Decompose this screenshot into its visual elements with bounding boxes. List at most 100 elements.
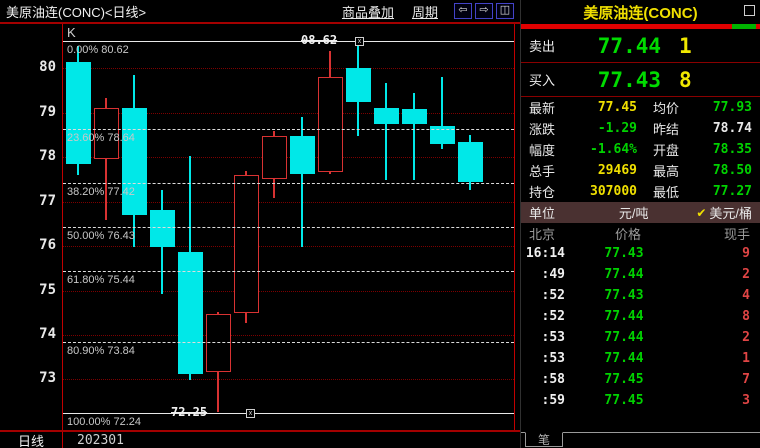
stat-label: 最高 [653,164,680,179]
candle-wick [413,92,415,180]
tick-row: :59 77.45 3 [521,390,760,411]
candle-body [290,135,315,174]
fib-level-label: 38.20% 77.42 [67,186,135,198]
unit-row: 单位 元/吨 ✔ 美元/桶 [521,202,760,223]
fib-retracement-line [63,342,514,343]
x-axis-label: 202301 [77,432,124,448]
stat-label: 涨跌 [529,122,556,137]
stat-label: 持仓 [529,185,556,200]
y-axis-label: 74 [39,325,56,342]
tick-time: :53 [541,351,565,366]
plot-area: K 0.00% 80.62 23.60% 78.64 38.20% 77.42 50.… [62,24,515,430]
period-link[interactable]: 周期 [411,4,438,20]
tick-row: :58 77.45 7 [521,369,760,390]
candle-body [402,109,427,124]
stat-value: 78.50 [712,163,752,178]
tick-time: :59 [541,393,565,408]
tick-table-header: 北京 价格 现手 [521,223,760,243]
y-axis-label: 73 [39,370,56,387]
strength-bar [521,24,760,29]
horizontal-line-annotation[interactable] [63,40,514,42]
fib-level-label: 80.90% 73.84 [67,345,135,357]
hline-delete-handle[interactable]: x [246,408,255,418]
fib-retracement-line [63,271,514,272]
tick-price: 77.44 [604,330,644,345]
chart-area: 80 79 78 77 76 75 74 73 K 0.00% 80.62 23.60% 78.… [0,24,520,430]
tick-lots: 9 [742,246,750,261]
sell-quote-row: 卖出 77.44 1 [521,29,760,63]
stat-label: 开盘 [653,143,680,158]
tick-time: :52 [541,288,565,303]
y-axis-label: 77 [39,192,56,209]
tick-lots: 7 [742,372,750,387]
tick-time: :53 [541,330,565,345]
candle-body [94,108,119,160]
y-axis-label: 78 [39,148,56,165]
stat-row: 持仓 307000 最低 77.27 [521,181,760,202]
y-axis: 80 79 78 77 76 75 74 73 [0,24,62,430]
tick-lots: 3 [742,393,750,408]
chart-toolbar: 美原油连(CONC)<日线> 商品叠加 周期 ⇦ ⇨ ◫ [0,0,520,24]
check-icon: ✔ [696,205,707,220]
tick-row: :53 77.44 1 [521,348,760,369]
fib-level-label: 100.00% 72.24 [67,416,142,429]
right-arrow-icon: ⇨ [479,4,489,16]
stat-value: 77.45 [597,100,637,115]
candle-wick [385,82,387,180]
fib-retracement-line [63,227,514,228]
fib-level-label: 0.00% 80.62 [67,43,129,56]
stat-label: 昨结 [653,122,680,137]
buy-quote-row: 买入 77.43 8 [521,63,760,97]
quote-panel: 美原油连(CONC) 卖出 77.44 1 买入 77.43 8 最新 77.45… [520,0,760,448]
scroll-left-button[interactable]: ⇦ [454,3,472,19]
window-icon[interactable] [744,5,755,16]
panel-spacer [521,411,760,432]
tick-lots: 1 [742,351,750,366]
tab-tick-list[interactable]: 笔 [525,432,563,447]
price-gridline [63,290,514,292]
panel-tab-bar: 笔 [521,432,760,448]
unit-option-usd[interactable]: 美元/桶 [709,206,752,221]
toolbar-links: 商品叠加 周期 [342,2,438,21]
y-axis-label: 76 [39,237,56,254]
tick-price: 77.45 [604,372,644,387]
indicator-label: K [67,25,76,40]
price-gridline [63,379,514,381]
candle-body [346,67,371,103]
stat-label: 最低 [653,185,680,200]
candle-body [262,135,287,179]
strength-bar-green-segment [732,24,756,29]
sell-lots: 1 [679,33,692,58]
unit-option-cny[interactable]: 元/吨 [618,206,649,221]
buy-label: 买入 [529,73,556,88]
stat-value: 78.74 [712,121,752,136]
candle-body [178,251,203,374]
tick-time: :49 [541,267,565,282]
tick-time: :58 [541,372,565,387]
candle-body [234,175,259,314]
tick-row: :52 77.44 8 [521,306,760,327]
sell-label: 卖出 [529,39,556,54]
tick-lots: 8 [742,309,750,324]
tick-row: :52 77.43 4 [521,285,760,306]
price-gridline [63,201,514,203]
buy-price: 77.43 [597,67,661,92]
price-gridline [63,68,514,70]
hline-delete-handle[interactable]: x [355,36,364,46]
overlay-link[interactable]: 商品叠加 [341,4,394,20]
tick-header-price: 价格 [614,226,641,242]
fib-level-label: 23.60% 78.64 [67,131,135,144]
scroll-right-button[interactable]: ⇨ [475,3,493,19]
y-axis-label: 80 [39,59,56,76]
tick-header-time: 北京 [529,226,556,242]
y-axis-label: 75 [39,281,56,298]
tick-row: :49 77.44 2 [521,264,760,285]
fib-level-label: 50.00% 76.43 [67,230,135,242]
stat-label: 均价 [653,101,680,116]
horizontal-line-annotation[interactable] [63,412,514,414]
toolbar-buttons: ⇦ ⇨ ◫ [454,3,514,19]
tile-windows-button[interactable]: ◫ [496,3,514,19]
tile-windows-icon: ◫ [499,4,511,16]
stats-rows: 最新 77.45 均价 77.93 涨跌 -1.29 昨结 78.74 幅度 -1.64% 开盘 78… [521,97,760,202]
